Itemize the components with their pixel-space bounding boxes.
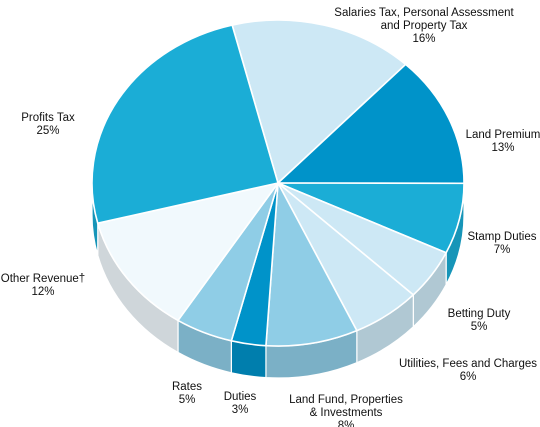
slice-name-line: Rates: [172, 381, 202, 393]
slice-name-line: Salaries Tax, Personal Assessment: [334, 7, 514, 19]
slice-name-line: Betting Duty: [448, 308, 511, 320]
slice-label-salaries-tax-personal-assessment: Salaries Tax, Personal Assessment and Pro…: [334, 7, 514, 45]
slice-percent: 5%: [179, 394, 196, 406]
slice-label-duties: Duties 3%: [224, 391, 257, 416]
pie-depth: [91, 182, 465, 379]
pie-slice-profits-tax: [91, 24, 279, 225]
pie-slice-other-revenue: [96, 182, 279, 322]
slice-percent: 8%: [338, 420, 355, 427]
pie-side-duties: [230, 340, 267, 379]
pie-top: [91, 19, 465, 347]
pie-slice-land-premium: [277, 63, 465, 185]
slice-label-stamp-duties: Stamp Duties 7%: [467, 231, 536, 256]
slice-label-betting-duty: Betting Duty 5%: [448, 308, 511, 333]
pie-labels: Salaries Tax, Personal Assessment and Pro…: [1, 7, 540, 427]
slice-name-line: Utilities, Fees and Charges: [399, 358, 537, 370]
pie-slice-land-fund-properties: [265, 182, 358, 347]
slice-label-rates: Rates 5%: [172, 381, 202, 406]
slice-name-line: Other Revenue†: [1, 273, 85, 285]
slice-name-line: & Investments: [310, 407, 383, 419]
pie-slice-salaries-tax-personal-assessment: [231, 19, 407, 184]
slice-label-land-fund-properties: Land Fund, Properties & Investments 8%: [289, 394, 403, 427]
slice-label-utilities-fees-and-charges: Utilities, Fees and Charges 6%: [399, 358, 537, 383]
slice-label-profits-tax: Profits Tax 25%: [21, 112, 75, 137]
slice-name-line: Duties: [224, 391, 257, 403]
slice-label-other-revenue: Other Revenue† 12%: [1, 273, 85, 298]
slice-percent: 25%: [36, 125, 59, 137]
slice-name-line: Stamp Duties: [467, 231, 536, 243]
slice-percent: 3%: [232, 404, 249, 416]
slice-name-line: Land Premium: [466, 129, 540, 141]
slice-percent: 5%: [471, 321, 488, 333]
slice-name-line: and Property Tax: [381, 20, 468, 32]
slice-percent: 7%: [494, 244, 511, 256]
slice-percent: 13%: [491, 142, 514, 154]
slice-percent: 16%: [412, 33, 435, 45]
slice-name-line: Land Fund, Properties: [289, 394, 403, 406]
slice-percent: 12%: [31, 286, 54, 298]
slice-label-land-premium: Land Premium 13%: [466, 129, 540, 154]
slice-percent: 6%: [460, 371, 477, 383]
slice-name-line: Profits Tax: [21, 112, 75, 124]
